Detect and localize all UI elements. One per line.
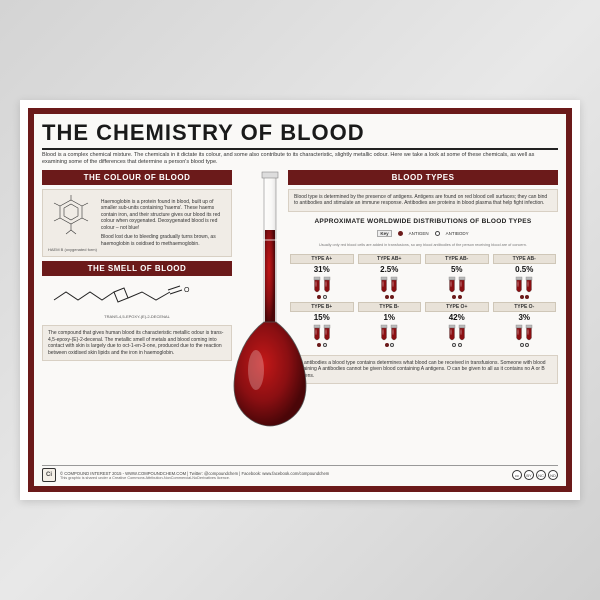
antigen-antibody-dots [317, 343, 327, 347]
smell-caption: TRANS-4,5-EPOXY-(E)-2-DECENAL [48, 314, 226, 319]
haem-molecule-icon: HAEM B (oxygenated form) [48, 194, 97, 253]
colour-title: THE COLOUR OF BLOOD [42, 170, 232, 185]
antigen-antibody-dots [385, 343, 395, 347]
footer: Ci © COMPOUND INTEREST 2015 - WWW.COMPOU… [42, 465, 558, 482]
type-label: TYPE O- [493, 302, 557, 312]
test-tubes-icon [515, 276, 533, 294]
cc-badge-icon: BY [524, 470, 534, 480]
key-legend: Key ANTIGEN ANTIBODY [288, 230, 558, 237]
blood-type-cell: TYPE AB+2.5% [358, 254, 422, 299]
test-tubes-icon [515, 324, 533, 342]
antigen-antibody-dots [520, 295, 530, 299]
test-tubes-icon [380, 324, 398, 342]
blood-type-cell: TYPE B-1% [358, 302, 422, 347]
type-label: TYPE B- [358, 302, 422, 312]
content-area: THE COLOUR OF BLOOD [42, 170, 558, 462]
test-tubes-icon [448, 276, 466, 294]
cc-badge-icon: ND [548, 470, 558, 480]
type-label: TYPE AB+ [358, 254, 422, 264]
type-percentage: 31% [314, 265, 330, 274]
smell-title: THE SMELL OF BLOOD [42, 261, 232, 276]
blood-type-cell: TYPE O+42% [425, 302, 489, 347]
type-percentage: 3% [518, 313, 530, 322]
distribution-title: APPROXIMATE WORLDWIDE DISTRIBUTIONS OF B… [288, 218, 558, 225]
type-percentage: 15% [314, 313, 330, 322]
type-percentage: 1% [383, 313, 395, 322]
poster-frame: THE CHEMISTRY OF BLOOD Blood is a comple… [28, 108, 572, 492]
type-label: TYPE A+ [290, 254, 354, 264]
antigen-antibody-dots [452, 343, 462, 347]
blood-type-cell: TYPE AB-5% [425, 254, 489, 299]
type-label: TYPE O+ [425, 302, 489, 312]
left-column: THE COLOUR OF BLOOD [42, 170, 232, 462]
svg-text:O: O [184, 287, 190, 294]
type-percentage: 42% [449, 313, 465, 322]
types-bottom-box: The antibodies a blood type contains det… [288, 355, 558, 385]
right-column: BLOOD TYPES Blood type is determined by … [236, 170, 558, 462]
main-title: THE CHEMISTRY OF BLOOD [42, 120, 558, 150]
cc-badge-icon: NC [536, 470, 546, 480]
cc-badges: ccBYNCND [512, 470, 558, 480]
blood-type-cell: TYPE O-3% [493, 302, 557, 347]
ci-logo-icon: Ci [42, 468, 56, 482]
smell-molecule-icon: O TRANS-4,5-EPOXY-(E)-2-DECENAL [42, 280, 232, 321]
type-percentage: 5% [451, 265, 463, 274]
haem-caption: HAEM B (oxygenated form) [48, 247, 97, 252]
blood-types-grid: TYPE A+31%TYPE AB+2.5%TYPE AB-5%TYPE AB-… [288, 254, 558, 347]
smell-box: The compound that gives human blood its … [42, 325, 232, 361]
cc-badge-icon: cc [512, 470, 522, 480]
antigen-antibody-dots [385, 295, 395, 299]
test-tubes-icon [380, 276, 398, 294]
colour-text: Haemoglobin is a protein found in blood,… [101, 199, 226, 248]
antigen-antibody-dots [520, 343, 530, 347]
blood-type-cell: TYPE A+31% [290, 254, 354, 299]
antigen-antibody-dots [452, 295, 462, 299]
footer-text: © COMPOUND INTEREST 2015 - WWW.COMPOUNDC… [60, 471, 329, 480]
blood-type-cell: TYPE AB-0.5% [493, 254, 557, 299]
colour-box: HAEM B (oxygenated form) Haemoglobin is … [42, 189, 232, 258]
type-label: TYPE AB- [493, 254, 557, 264]
types-title: BLOOD TYPES [288, 170, 558, 185]
test-tubes-icon [313, 276, 331, 294]
test-tubes-icon [448, 324, 466, 342]
blood-type-cell: TYPE B+15% [290, 302, 354, 347]
type-label: TYPE B+ [290, 302, 354, 312]
type-label: TYPE AB- [425, 254, 489, 264]
antibody-dot-icon [435, 231, 440, 236]
intro-text: Blood is a complex chemical mixture. The… [42, 152, 558, 166]
poster-card: THE CHEMISTRY OF BLOOD Blood is a comple… [20, 100, 580, 500]
type-percentage: 0.5% [515, 265, 533, 274]
type-percentage: 2.5% [380, 265, 398, 274]
antigen-antibody-dots [317, 295, 327, 299]
antigen-dot-icon [398, 231, 403, 236]
test-tubes-icon [313, 324, 331, 342]
types-top-box: Blood type is determined by the presence… [288, 189, 558, 212]
tiny-note: Usually only red blood cells are added i… [288, 243, 558, 247]
